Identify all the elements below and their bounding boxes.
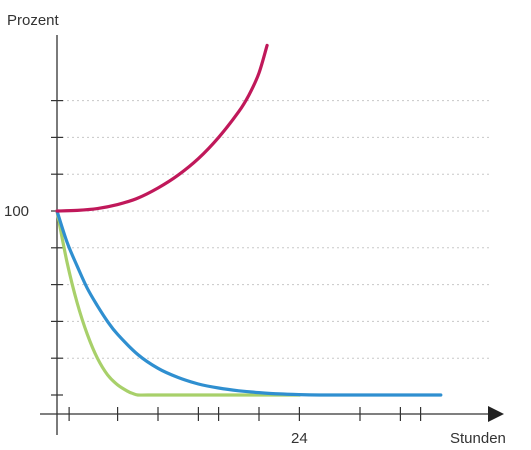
x-axis-arrow-icon — [488, 406, 504, 422]
series-line-0 — [55, 43, 269, 213]
series-group — [55, 43, 443, 397]
series-line-1 — [55, 209, 443, 397]
x-tick-label-0: 24 — [291, 430, 308, 447]
y-tick-label-0: 100 — [4, 203, 29, 220]
series-line-2 — [55, 209, 301, 397]
axes — [40, 35, 504, 435]
tick-labels: 100 24 — [4, 203, 308, 447]
grid — [57, 100, 490, 359]
x-axis-label: Stunden — [450, 430, 506, 447]
y-axis-label: Prozent — [7, 12, 60, 29]
